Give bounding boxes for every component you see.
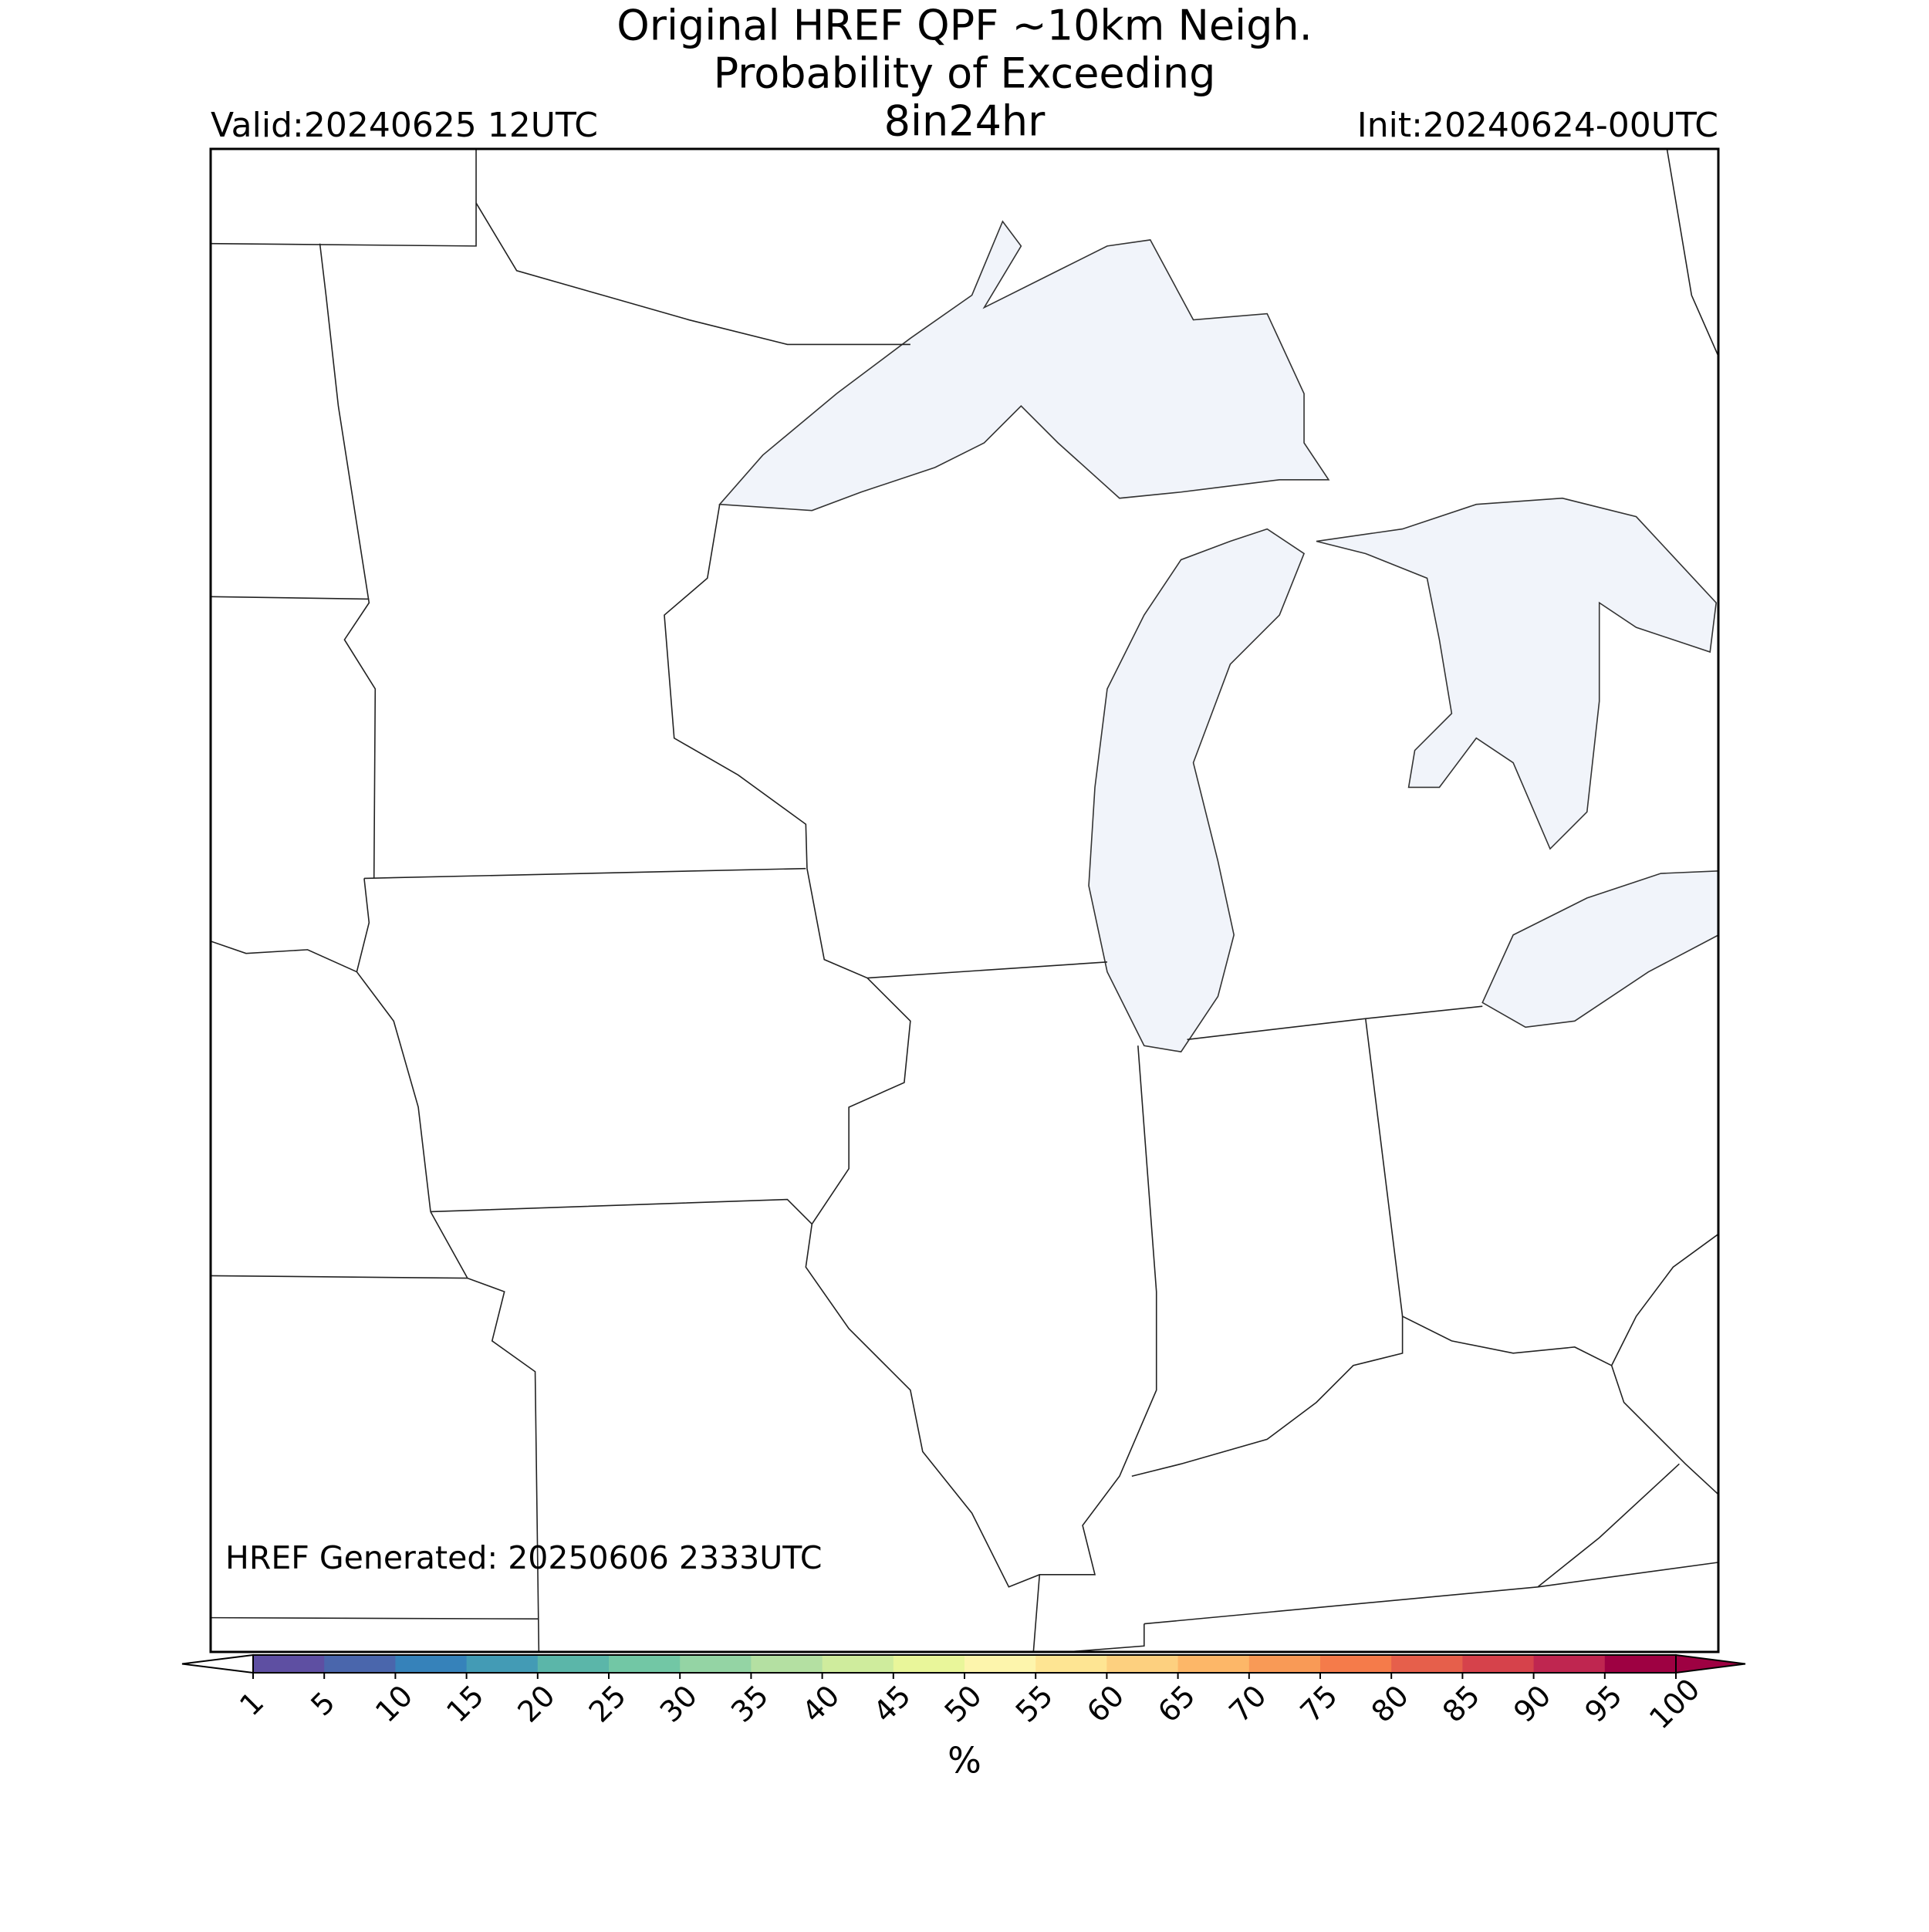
tick-label: 15 bbox=[440, 1679, 490, 1729]
color-segment bbox=[395, 1655, 468, 1673]
tick-label: 100 bbox=[1643, 1672, 1706, 1735]
color-segment bbox=[1248, 1655, 1321, 1673]
tick-label: 95 bbox=[1578, 1679, 1628, 1729]
init-time: Init:20240624-00UTC bbox=[1357, 106, 1718, 145]
title-line: Original HREF QPF ~10km Neigh. bbox=[617, 2, 1312, 50]
color-segment bbox=[751, 1655, 823, 1673]
lake-michigan bbox=[1089, 529, 1304, 1052]
tick-label: 90 bbox=[1507, 1679, 1557, 1729]
tick-label: 10 bbox=[369, 1679, 419, 1729]
color-segment bbox=[537, 1655, 610, 1673]
color-segment bbox=[1462, 1655, 1535, 1673]
tick-label: 60 bbox=[1080, 1679, 1130, 1729]
lake-huron bbox=[1316, 498, 1716, 849]
borders bbox=[211, 149, 1719, 1652]
tick-label: 75 bbox=[1294, 1679, 1344, 1729]
tick-label: 45 bbox=[867, 1679, 917, 1729]
tick-label: 70 bbox=[1222, 1679, 1272, 1729]
tick-label: 85 bbox=[1436, 1679, 1486, 1729]
tick-label: 20 bbox=[511, 1679, 561, 1729]
color-segment bbox=[1177, 1655, 1250, 1673]
color-segment bbox=[1604, 1655, 1677, 1673]
color-segment bbox=[253, 1655, 325, 1673]
color-segment bbox=[893, 1655, 965, 1673]
title-line: Probability of Exceeding bbox=[714, 49, 1216, 98]
over-arrow bbox=[1675, 1653, 1746, 1674]
tick-label: 80 bbox=[1365, 1679, 1415, 1729]
color-segment bbox=[1533, 1655, 1606, 1673]
tick-label: 25 bbox=[583, 1679, 633, 1729]
color-segment bbox=[1106, 1655, 1179, 1673]
color-segment bbox=[680, 1655, 752, 1673]
map bbox=[210, 149, 1719, 1653]
color-segment bbox=[822, 1655, 894, 1673]
tick-label: 5 bbox=[304, 1685, 341, 1722]
tick-label: 35 bbox=[725, 1679, 775, 1729]
title-line: 8in24hr bbox=[884, 97, 1046, 146]
color-segment bbox=[964, 1655, 1036, 1673]
valid-time: Valid:20240625 12UTC bbox=[211, 106, 598, 145]
under-arrow bbox=[181, 1653, 254, 1674]
tick-label: 40 bbox=[796, 1679, 846, 1729]
colorbar-label: % bbox=[948, 1740, 981, 1782]
colorbar: 1 5 10 15 20 25 30 35 40 45 50 55 60 65 70 75 80 85 90 95 10… bbox=[181, 1653, 1746, 1735]
generated-note: HREF Generated: 20250606 2333UTC bbox=[225, 1539, 823, 1576]
tick-label: 1 bbox=[233, 1685, 270, 1722]
color-segment bbox=[324, 1655, 396, 1673]
map-frame bbox=[209, 147, 1720, 1653]
tick-label: 55 bbox=[1009, 1679, 1059, 1729]
color-segment bbox=[1035, 1655, 1107, 1673]
tick-label: 65 bbox=[1151, 1679, 1201, 1729]
tick-label: 50 bbox=[938, 1679, 988, 1729]
lake-erie bbox=[1482, 871, 1719, 1027]
color-segment bbox=[466, 1655, 539, 1673]
color-segment bbox=[1320, 1655, 1392, 1673]
lake-superior bbox=[720, 221, 1329, 511]
tick-label: 30 bbox=[654, 1679, 704, 1729]
color-segment bbox=[1391, 1655, 1463, 1673]
color-segment bbox=[609, 1655, 681, 1673]
